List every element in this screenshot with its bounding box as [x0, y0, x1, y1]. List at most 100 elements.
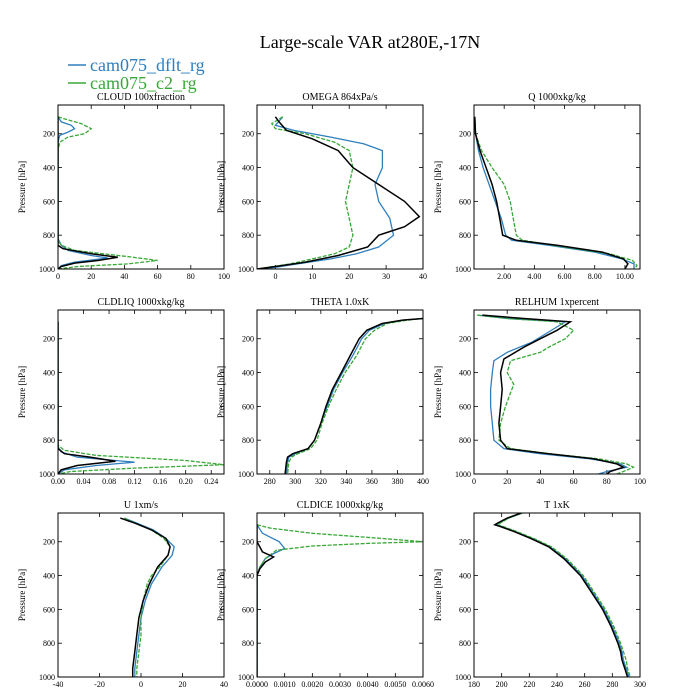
series-line-obs: [58, 321, 116, 474]
y-tick-label: 600: [459, 605, 471, 614]
legend-label-1: cam075_dflt_rg: [90, 55, 205, 75]
x-tick-label: 0.0050: [384, 680, 406, 689]
y-tick-label: 200: [459, 130, 471, 139]
x-tick-label: 0: [56, 272, 60, 281]
y-tick-label: 1000: [238, 673, 254, 682]
plot-frame: [473, 309, 641, 475]
y-tick-label: 1000: [39, 470, 55, 479]
plot-frame: [256, 104, 424, 270]
panel-title: U 1xm/s: [124, 500, 158, 511]
series-line-dflt: [474, 116, 635, 269]
y-axis-label: Pressure [hPa]: [216, 161, 226, 213]
y-tick-label: 1000: [238, 470, 254, 479]
x-tick-label: 0: [472, 477, 476, 486]
y-tick-label: 600: [242, 605, 254, 614]
panel-title: CLDLIQ 1000xkg/kg: [98, 297, 185, 308]
x-tick-label: 340: [340, 477, 352, 486]
x-tick-label: -20: [94, 680, 105, 689]
plot-frame: [473, 104, 641, 270]
x-tick-label: 0.0020: [301, 680, 323, 689]
series-line-c2: [495, 513, 631, 677]
x-tick-label: 100: [634, 477, 646, 486]
series-line-obs: [257, 116, 421, 269]
y-tick-label: 200: [242, 538, 254, 547]
series-line-dflt: [477, 314, 629, 474]
y-tick-label: 800: [43, 231, 55, 240]
x-tick-label: 360: [366, 477, 378, 486]
x-tick-label: 80: [603, 477, 611, 486]
plot-frame: [57, 104, 225, 270]
x-tick-label: 0.0030: [329, 680, 351, 689]
series-line-c2: [257, 524, 423, 677]
series-line-c2: [58, 116, 158, 269]
x-tick-label: 0.00: [51, 477, 65, 486]
x-tick-label: 40: [220, 680, 228, 689]
figure-title: Large-scale VAR at280E,-17N: [260, 32, 480, 52]
y-tick-label: 800: [242, 436, 254, 445]
x-tick-label: 0.16: [153, 477, 167, 486]
x-tick-label: 300: [634, 680, 646, 689]
panel-title: CLOUD 100xfraction: [97, 92, 185, 103]
series-line-dflt: [124, 517, 175, 677]
y-tick-label: 200: [459, 335, 471, 344]
y-tick-label: 800: [459, 639, 471, 648]
x-tick-label: 280: [264, 477, 276, 486]
x-tick-label: 180: [468, 680, 480, 689]
x-tick-label: 20: [503, 477, 511, 486]
y-axis-label: Pressure [hPa]: [433, 161, 443, 213]
x-tick-label: 10: [308, 272, 316, 281]
x-tick-label: 0.0040: [357, 680, 379, 689]
x-tick-label: -40: [53, 680, 64, 689]
series-line-obs: [284, 317, 423, 474]
panel-title: CLDICE 1000xkg/kg: [297, 500, 383, 511]
x-tick-label: 60: [570, 477, 578, 486]
y-tick-label: 600: [43, 605, 55, 614]
x-tick-label: 320: [315, 477, 327, 486]
y-tick-label: 800: [43, 639, 55, 648]
y-tick-label: 1000: [39, 265, 55, 274]
y-tick-label: 200: [43, 335, 55, 344]
y-tick-label: 200: [43, 538, 55, 547]
x-tick-label: 60: [154, 272, 162, 281]
panel-title: RELHUM 1xpercent: [515, 297, 599, 308]
y-tick-label: 800: [43, 436, 55, 445]
series-line-dflt: [285, 317, 423, 474]
x-tick-label: 80: [187, 272, 195, 281]
chart-panel-3: Q 1000xkg/kg Pressure [hPa] 200 400 600 800 10…: [433, 92, 641, 281]
series-line-obs: [58, 116, 118, 269]
x-tick-label: 40: [419, 272, 427, 281]
series-line-dflt: [58, 321, 135, 474]
y-tick-label: 1000: [455, 470, 471, 479]
y-tick-label: 400: [242, 369, 254, 378]
x-tick-label: 20: [179, 680, 187, 689]
x-tick-label: 40: [536, 477, 544, 486]
x-tick-label: 0.24: [204, 477, 218, 486]
y-tick-label: 600: [242, 402, 254, 411]
x-tick-label: 0.04: [77, 477, 91, 486]
x-tick-label: 0.0060: [412, 680, 434, 689]
series-line-dflt: [58, 116, 108, 269]
legend-label-2: cam075_c2_rg: [90, 73, 197, 93]
x-tick-label: 0: [273, 272, 277, 281]
x-tick-label: 20: [345, 272, 353, 281]
y-tick-label: 200: [242, 335, 254, 344]
x-tick-label: 100: [218, 272, 230, 281]
panel-title: THETA 1.0xK: [311, 297, 370, 308]
y-tick-label: 400: [242, 164, 254, 173]
plot-frame: [57, 512, 225, 678]
series-line-obs: [257, 524, 276, 677]
y-tick-label: 400: [43, 369, 55, 378]
y-tick-label: 200: [242, 130, 254, 139]
x-tick-label: 260: [579, 680, 591, 689]
y-tick-label: 400: [43, 572, 55, 581]
x-tick-label: 0.0010: [274, 680, 296, 689]
legend: cam075_dflt_rg cam075_c2_rg: [68, 55, 205, 93]
series-line-c2: [124, 517, 171, 677]
series-line-c2: [257, 116, 354, 269]
plot-frame: [57, 309, 225, 475]
y-tick-label: 400: [459, 572, 471, 581]
x-tick-label: 0.0000: [246, 680, 268, 689]
y-tick-label: 400: [459, 164, 471, 173]
